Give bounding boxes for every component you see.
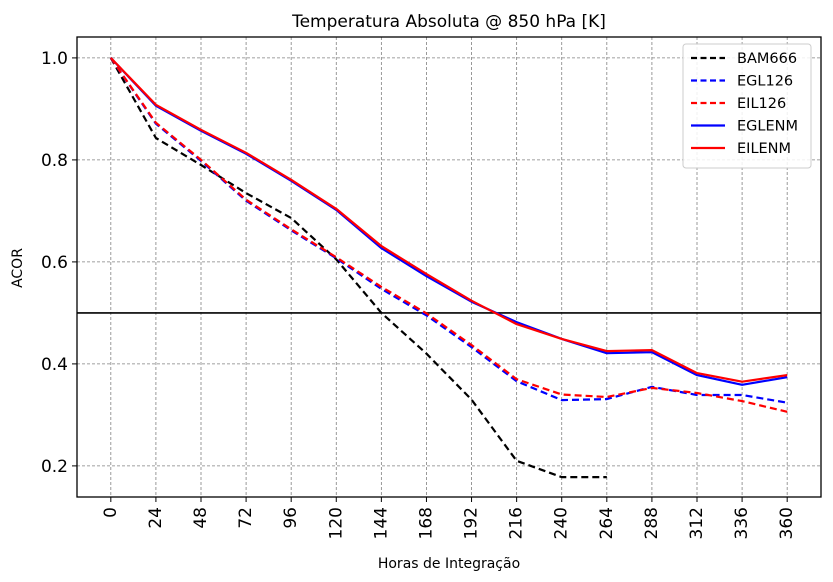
legend-box xyxy=(682,43,812,169)
x-tick-label: 72 xyxy=(236,507,256,529)
legend-label: BAM666 xyxy=(737,51,797,67)
series-group xyxy=(109,57,788,479)
legend: BAM666 EGL126 EIL126 EGLENM EILENM xyxy=(682,43,812,169)
y-axis-label: ACOR xyxy=(10,248,26,288)
x-tick-label: 120 xyxy=(326,507,346,539)
legend-label: EIL126 xyxy=(737,96,786,112)
x-axis-label: Horas de Integração xyxy=(378,556,520,572)
x-axis-ticks: 0 24 48 72 96 120 144 168 192 216 240 264 288 312 336 3… xyxy=(101,497,797,539)
x-tick-label: 24 xyxy=(146,507,166,529)
y-tick-label: 0.4 xyxy=(41,355,68,375)
x-tick-label: 240 xyxy=(552,507,572,539)
x-tick-label: 216 xyxy=(507,507,527,539)
x-tick-label: 336 xyxy=(732,507,752,539)
legend-label: EILENM xyxy=(737,141,791,157)
x-tick-label: 48 xyxy=(191,507,211,529)
series-line-bam666 xyxy=(109,57,607,479)
x-tick-label: 168 xyxy=(416,507,436,539)
x-tick-label: 192 xyxy=(462,507,482,539)
legend-label: EGL126 xyxy=(737,74,793,90)
x-tick-label: 96 xyxy=(281,507,301,529)
y-tick-label: 0.6 xyxy=(41,253,68,273)
y-tick-label: 0.8 xyxy=(41,151,68,171)
plot-frame xyxy=(76,36,822,498)
x-tick-label: 0 xyxy=(101,507,121,518)
chart-title: Temperatura Absoluta @ 850 hPa [K] xyxy=(291,12,606,32)
y-axis-ticks: 0.2 0.4 0.6 0.8 1.0 xyxy=(41,49,77,477)
legend-label: EGLENM xyxy=(737,119,798,135)
y-tick-label: 1.0 xyxy=(41,49,68,69)
series-line-eilenm xyxy=(110,57,788,383)
x-tick-label: 288 xyxy=(642,507,662,539)
y-tick-label: 0.2 xyxy=(41,457,68,477)
x-tick-label: 264 xyxy=(597,507,617,539)
x-tick-label: 360 xyxy=(777,507,797,539)
x-tick-label: 312 xyxy=(687,507,707,539)
x-tick-label: 144 xyxy=(371,507,391,539)
series-line-eil126 xyxy=(109,57,788,413)
